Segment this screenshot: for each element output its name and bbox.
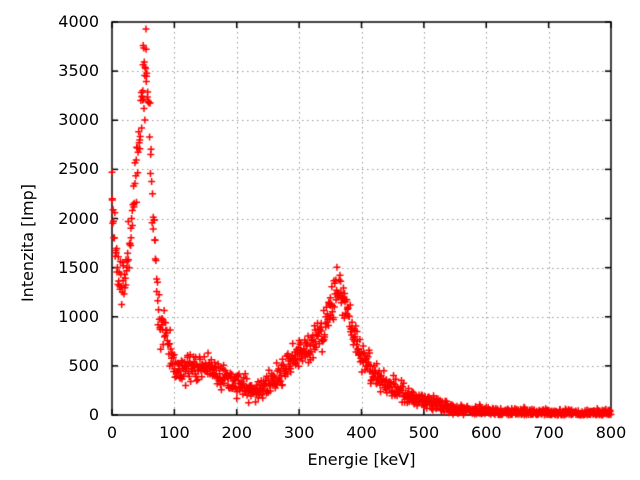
x-tick-label: 700 [533, 423, 564, 442]
y-tick-label: 2000 [58, 208, 99, 228]
y-tick-label: 2500 [58, 159, 99, 179]
x-tick-label: 200 [221, 423, 253, 442]
y-tick-label: 4000 [58, 12, 99, 31]
y-tick-label: 3500 [58, 61, 99, 81]
y-tick-label: 3000 [58, 110, 99, 130]
y-tick-label: 1500 [58, 257, 99, 277]
y-tick-label: 500 [68, 355, 99, 375]
x-tick-label: 800 [595, 423, 627, 442]
x-tick-label: 300 [283, 423, 315, 442]
x-tick-label: 0 [106, 423, 118, 442]
y-tick-label: 0 [88, 405, 99, 424]
x-axis-title: Energie [keV] [307, 450, 416, 469]
x-tick-label: 400 [346, 423, 377, 442]
x-tick-label: 600 [470, 423, 502, 442]
x-tick-label: 100 [159, 423, 190, 442]
x-tick-label: 500 [408, 423, 440, 442]
y-tick-label: 1000 [58, 306, 99, 326]
y-axis-title: Intenzita [Imp] [18, 183, 37, 303]
